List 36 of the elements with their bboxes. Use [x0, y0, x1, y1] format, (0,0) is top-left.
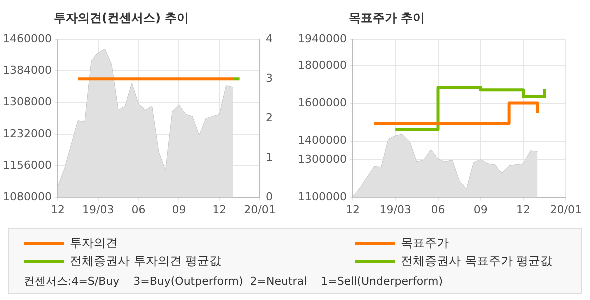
x-tick-label: 09: [474, 203, 488, 216]
x-tick-label: 09: [172, 203, 186, 216]
x-tick-label: 20/01: [550, 203, 582, 216]
x-tick-label: 20/01: [244, 203, 276, 216]
y2-tick-label: 1: [266, 151, 273, 164]
y-tick-label: 1300000: [298, 152, 347, 166]
y-tick-label: 1384000: [2, 64, 52, 78]
x-tick-label: 06: [132, 203, 146, 216]
x-tick-label: 12: [50, 203, 65, 216]
y2-tick-label: 4: [266, 32, 273, 46]
chart-title: 목표주가 추이: [349, 10, 426, 27]
text: 컨센서스:4=S/Buy 3=Buy(Outperform) 2=Neutral 1=Sell(Underperform): [24, 274, 443, 289]
y-tick-label: 1600000: [298, 96, 347, 110]
x-tick-label: 19/03: [82, 203, 114, 216]
y2-tick-label: 0: [266, 190, 273, 204]
legend-label: 전체증권사 목표주가 평균값: [401, 252, 553, 270]
x-tick-label: 19/03: [380, 203, 412, 216]
y-tick-label: 1800000: [298, 58, 347, 72]
legend-label: 전체증권사 투자의견 평균값: [70, 252, 222, 270]
y-tick-label: 1232000: [2, 127, 52, 140]
x-tick-label: 12: [516, 203, 531, 216]
chart-title: 투자의견(컨센서스) 추이: [54, 10, 190, 27]
y-tick-label: 1308000: [2, 96, 52, 109]
x-tick-label: 06: [431, 203, 446, 216]
y2-tick-label: 3: [266, 72, 273, 86]
legend-label: 목표주가: [401, 234, 449, 252]
x-tick-label: 12: [212, 203, 227, 216]
y-tick-label: 1100000: [298, 190, 347, 204]
x-tick-label: 12: [346, 203, 360, 216]
y2-tick-label: 2: [266, 112, 273, 125]
legend-label: 투자의견: [70, 234, 118, 252]
y-tick-label: 1460000: [2, 32, 52, 46]
y-tick-label: 1080000: [2, 190, 52, 204]
y-tick-label: 1156000: [2, 159, 52, 172]
y-tick-label: 1400000: [298, 134, 347, 148]
y-tick-label: 1940000: [298, 32, 347, 46]
